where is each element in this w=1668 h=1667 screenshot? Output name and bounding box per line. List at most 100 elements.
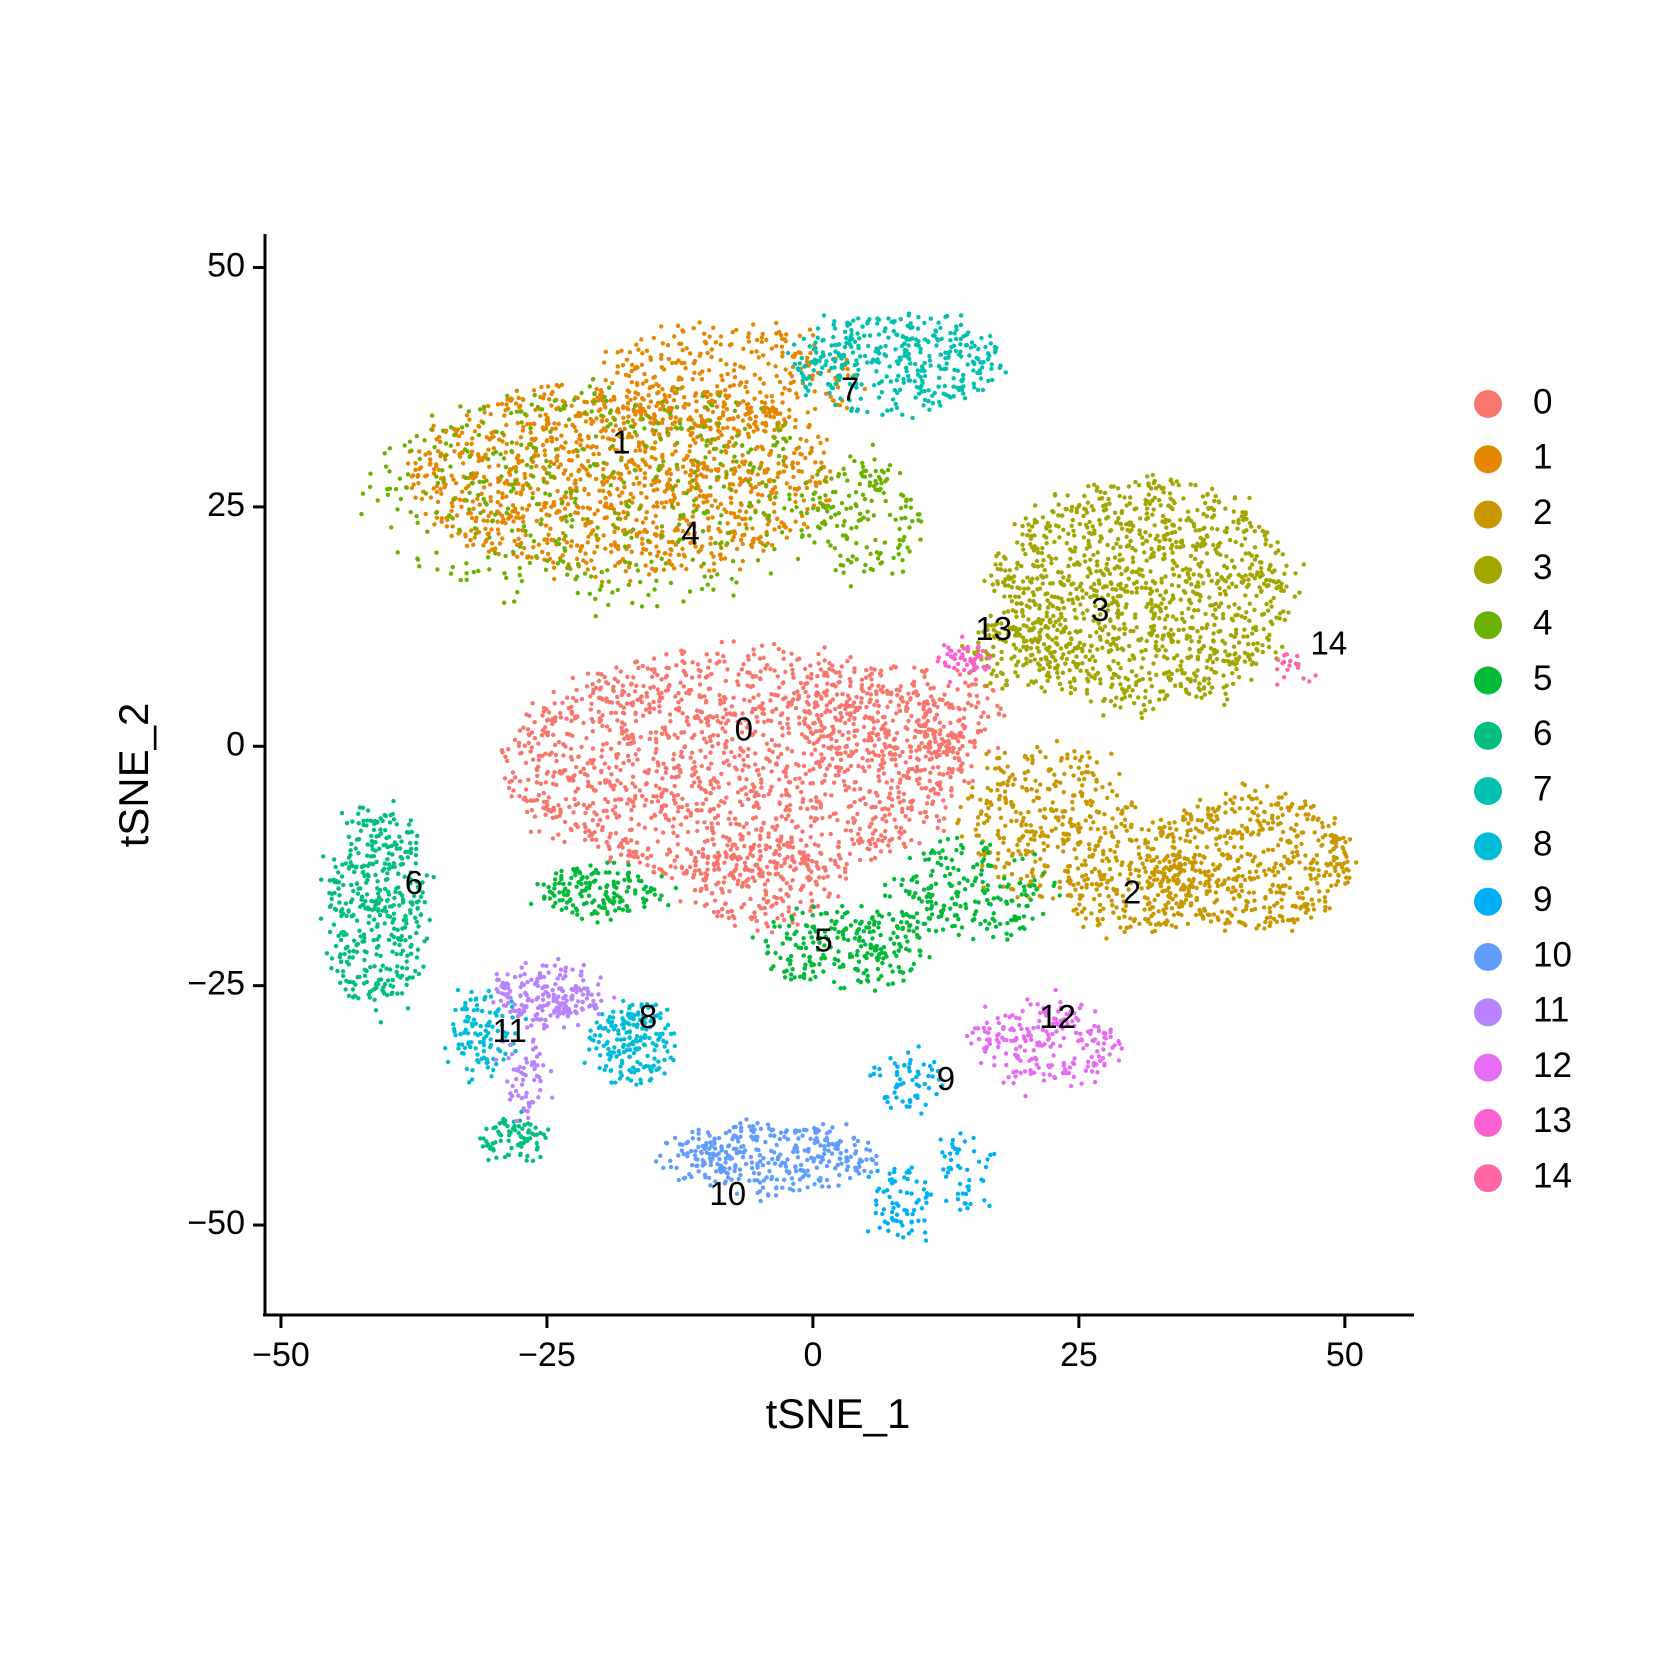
data-point [718, 701, 723, 707]
data-point [566, 476, 571, 482]
data-point [653, 428, 658, 433]
data-point [604, 699, 609, 704]
data-point [610, 808, 615, 813]
data-point [775, 516, 780, 521]
data-point [573, 789, 578, 794]
data-point [545, 540, 550, 546]
data-point [501, 456, 507, 461]
data-point [684, 868, 689, 874]
data-point [434, 474, 439, 479]
data-point [556, 421, 561, 427]
data-point [679, 563, 684, 568]
data-point [690, 430, 695, 436]
data-point [944, 752, 950, 757]
data-point [1246, 641, 1251, 647]
data-point [877, 488, 882, 493]
data-point [440, 468, 445, 473]
data-point [976, 347, 981, 352]
data-point [784, 332, 789, 337]
data-point [878, 687, 883, 693]
data-point [745, 683, 750, 688]
data-point [591, 376, 596, 382]
data-point [916, 718, 921, 723]
data-point [479, 491, 484, 496]
data-point [746, 468, 751, 474]
data-point [640, 396, 645, 401]
data-point [529, 808, 535, 813]
data-point [393, 487, 399, 492]
data-point [745, 653, 751, 659]
data-point [680, 536, 686, 542]
data-point [764, 864, 770, 870]
data-point [737, 508, 742, 514]
data-point [626, 373, 632, 379]
data-point [904, 497, 909, 502]
data-point [969, 764, 974, 769]
data-point [909, 800, 914, 805]
data-point [838, 353, 843, 358]
data-point [885, 691, 890, 696]
data-point [469, 480, 474, 486]
data-point [882, 540, 888, 545]
data-point [708, 485, 713, 490]
data-point [419, 496, 425, 502]
data-point [620, 845, 625, 850]
data-point [694, 708, 700, 713]
data-point [503, 450, 508, 455]
data-point [873, 815, 878, 820]
data-point [678, 770, 683, 775]
data-point [1284, 563, 1289, 568]
data-point [395, 550, 400, 555]
data-point [690, 377, 695, 382]
data-point [873, 478, 878, 484]
data-point [598, 499, 603, 505]
data-point [1127, 501, 1133, 506]
data-point [821, 875, 826, 880]
data-point [625, 674, 630, 680]
data-point [798, 861, 804, 866]
data-point [865, 747, 870, 753]
data-point [781, 458, 786, 464]
data-point [836, 511, 842, 516]
data-point [457, 451, 462, 457]
data-point [837, 403, 843, 408]
data-point [787, 492, 792, 497]
data-point [981, 710, 986, 715]
data-point [512, 599, 517, 604]
data-point [731, 426, 737, 431]
data-point [1177, 526, 1182, 531]
data-point [619, 457, 624, 463]
data-point [499, 401, 505, 407]
data-point [636, 665, 641, 671]
data-point [768, 666, 773, 672]
data-point [1178, 597, 1184, 602]
data-point [423, 452, 428, 457]
data-point [828, 469, 833, 474]
data-point [884, 780, 889, 785]
data-point [707, 568, 712, 573]
data-point [748, 416, 753, 422]
data-point [636, 440, 642, 445]
data-point [785, 704, 790, 709]
data-point [707, 734, 713, 740]
data-point [448, 464, 453, 469]
data-point [945, 701, 951, 706]
data-point [432, 467, 437, 472]
data-point [555, 561, 561, 566]
data-point [723, 707, 728, 712]
data-point [757, 857, 762, 862]
data-point [880, 714, 886, 720]
data-point [689, 458, 694, 463]
data-point [608, 437, 613, 442]
data-point [402, 443, 407, 448]
data-point [721, 700, 726, 705]
data-point [836, 769, 842, 774]
data-point [629, 733, 634, 738]
data-point [597, 817, 603, 823]
data-point [772, 527, 777, 532]
data-point [594, 837, 599, 842]
data-point [989, 366, 994, 371]
data-point [722, 860, 727, 865]
data-point [1074, 586, 1079, 592]
data-point [643, 563, 648, 568]
